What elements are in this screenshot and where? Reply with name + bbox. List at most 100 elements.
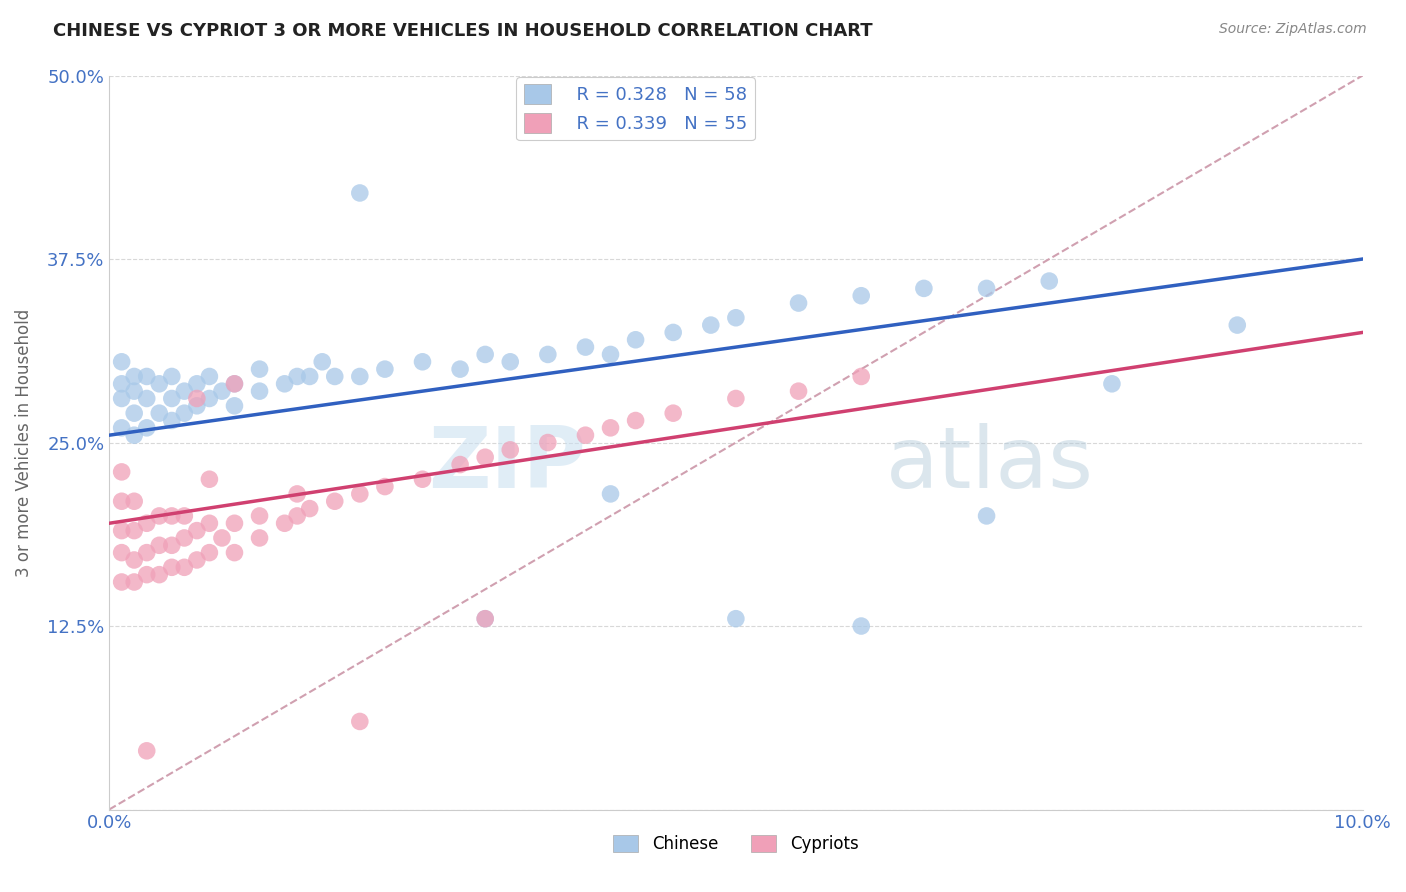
Point [474,450,496,465]
Point [111,524,134,538]
Point [374,479,396,493]
Point [323,369,346,384]
Point [411,472,433,486]
Text: atlas: atlas [886,423,1094,506]
Point [499,442,522,457]
Point [349,186,371,200]
Point [148,406,170,420]
Text: CHINESE VS CYPRIOT 3 OR MORE VEHICLES IN HOUSEHOLD CORRELATION CHART: CHINESE VS CYPRIOT 3 OR MORE VEHICLES IN… [53,22,873,40]
Point [474,612,496,626]
Y-axis label: 3 or more Vehicles in Household: 3 or more Vehicles in Household [15,309,32,576]
Legend:   R = 0.328   N = 58,   R = 0.339   N = 55: R = 0.328 N = 58, R = 0.339 N = 55 [516,78,755,140]
Point [224,516,246,531]
Point [186,524,208,538]
Point [537,435,560,450]
Point [599,421,621,435]
Point [474,612,496,626]
Point [851,619,873,633]
Point [198,516,221,531]
Point [211,384,233,399]
Point [724,310,747,325]
Point [273,516,295,531]
Point [198,472,221,486]
Point [186,376,208,391]
Point [224,376,246,391]
Point [273,376,295,391]
Point [851,289,873,303]
Point [173,560,195,574]
Point [700,318,723,332]
Point [148,376,170,391]
Point [111,494,134,508]
Point [374,362,396,376]
Point [198,369,221,384]
Point [311,355,333,369]
Point [160,538,183,552]
Point [160,508,183,523]
Point [160,413,183,427]
Point [122,406,145,420]
Point [411,355,433,369]
Point [111,421,134,435]
Point [298,501,321,516]
Point [787,384,810,399]
Point [285,369,308,384]
Point [135,421,157,435]
Point [160,392,183,406]
Point [787,296,810,310]
Point [111,546,134,560]
Point [111,574,134,589]
Point [599,347,621,361]
Point [1226,318,1249,332]
Point [224,376,246,391]
Point [1038,274,1060,288]
Point [249,384,271,399]
Point [851,369,873,384]
Point [624,333,647,347]
Point [724,612,747,626]
Point [349,369,371,384]
Point [148,567,170,582]
Point [186,553,208,567]
Point [135,546,157,560]
Point [111,376,134,391]
Point [249,508,271,523]
Point [135,744,157,758]
Point [662,406,685,420]
Point [449,458,471,472]
Point [135,369,157,384]
Point [249,362,271,376]
Point [449,362,471,376]
Point [173,508,195,523]
Point [135,392,157,406]
Point [173,531,195,545]
Point [135,567,157,582]
Point [173,384,195,399]
Point [173,406,195,420]
Point [122,384,145,399]
Point [537,347,560,361]
Point [976,508,998,523]
Point [285,508,308,523]
Point [122,574,145,589]
Point [662,326,685,340]
Point [249,531,271,545]
Point [111,355,134,369]
Point [198,546,221,560]
Point [198,392,221,406]
Point [624,413,647,427]
Point [224,546,246,560]
Point [298,369,321,384]
Point [122,494,145,508]
Point [111,392,134,406]
Point [724,392,747,406]
Point [122,428,145,442]
Point [912,281,935,295]
Point [122,553,145,567]
Point [1101,376,1123,391]
Point [148,538,170,552]
Point [574,428,596,442]
Point [160,560,183,574]
Point [186,399,208,413]
Point [148,508,170,523]
